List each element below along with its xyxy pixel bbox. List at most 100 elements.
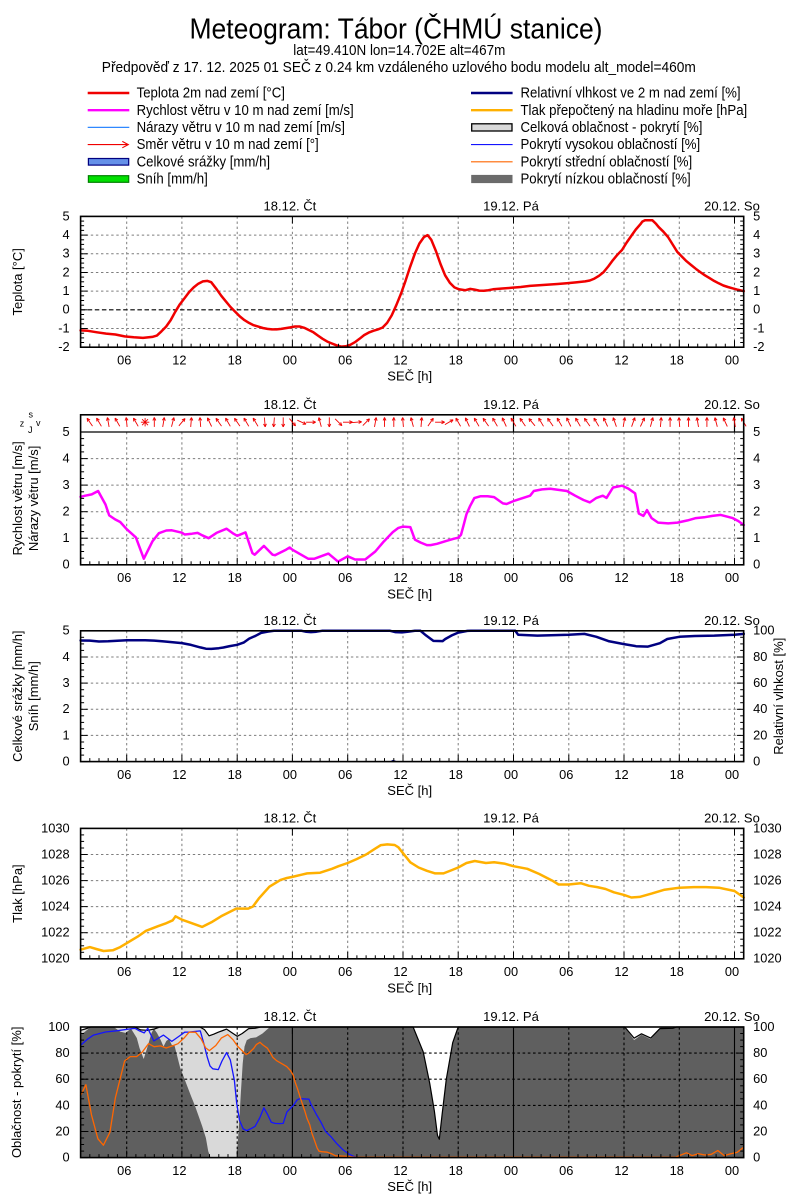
svg-text:lat=49.410N lon=14.702E alt=46: lat=49.410N lon=14.702E alt=467m	[293, 42, 505, 59]
svg-text:20.12. So: 20.12. So	[704, 397, 760, 412]
svg-text:06: 06	[117, 353, 131, 368]
svg-text:80: 80	[753, 1045, 767, 1060]
svg-text:06: 06	[338, 353, 352, 368]
svg-text:0: 0	[62, 754, 69, 769]
svg-text:18: 18	[670, 1163, 684, 1178]
svg-text:Celkové srážky [mm/h]: Celkové srážky [mm/h]	[10, 630, 25, 761]
svg-text:00: 00	[283, 964, 297, 979]
svg-text:20.12. So: 20.12. So	[704, 810, 760, 825]
svg-text:5: 5	[753, 208, 760, 223]
svg-text:100: 100	[48, 1019, 69, 1034]
svg-text:60: 60	[753, 675, 767, 690]
svg-text:00: 00	[504, 1163, 518, 1178]
svg-text:19.12. Pá: 19.12. Pá	[483, 613, 539, 628]
svg-text:00: 00	[283, 1163, 297, 1178]
svg-text:12: 12	[172, 767, 186, 782]
svg-text:06: 06	[117, 570, 131, 585]
svg-text:3: 3	[62, 477, 69, 492]
svg-text:1: 1	[753, 283, 760, 298]
svg-text:12: 12	[393, 964, 407, 979]
svg-text:Tlak přepočtený na hladinu moř: Tlak přepočtený na hladinu moře [hPa]	[521, 103, 748, 119]
svg-text:18: 18	[670, 964, 684, 979]
svg-text:18: 18	[228, 767, 242, 782]
svg-text:4: 4	[753, 451, 760, 466]
svg-text:0: 0	[753, 302, 760, 317]
svg-text:Rychlost větru v 10 m nad zemí: Rychlost větru v 10 m nad zemí [m/s]	[137, 103, 354, 119]
svg-text:00: 00	[725, 570, 739, 585]
svg-text:20: 20	[753, 727, 767, 742]
svg-text:18.12. Čt: 18.12. Čt	[264, 198, 317, 213]
svg-text:00: 00	[725, 353, 739, 368]
svg-text:20.12. So: 20.12. So	[704, 1009, 760, 1024]
svg-text:18: 18	[228, 570, 242, 585]
svg-text:SEČ [h]: SEČ [h]	[387, 980, 432, 995]
svg-text:3: 3	[753, 477, 760, 492]
svg-text:18: 18	[670, 767, 684, 782]
svg-text:00: 00	[504, 964, 518, 979]
svg-text:18: 18	[449, 1163, 463, 1178]
svg-text:1026: 1026	[41, 873, 69, 888]
svg-text:00: 00	[725, 1163, 739, 1178]
svg-text:06: 06	[559, 353, 573, 368]
svg-text:Teplota 2m nad zemí [°C]: Teplota 2m nad zemí [°C]	[137, 86, 285, 102]
svg-text:1028: 1028	[753, 846, 781, 861]
svg-text:1024: 1024	[753, 899, 781, 914]
svg-text:06: 06	[559, 767, 573, 782]
svg-text:Tlak [hPa]: Tlak [hPa]	[10, 864, 25, 923]
svg-text:-1: -1	[58, 320, 69, 335]
svg-text:2: 2	[753, 504, 760, 519]
svg-text:00: 00	[504, 353, 518, 368]
svg-text:5: 5	[62, 208, 69, 223]
svg-text:18.12. Čt: 18.12. Čt	[264, 1009, 317, 1024]
svg-text:12: 12	[614, 1163, 628, 1178]
svg-text:2: 2	[62, 264, 69, 279]
svg-text:0: 0	[62, 302, 69, 317]
svg-text:1020: 1020	[753, 951, 781, 966]
svg-text:06: 06	[117, 1163, 131, 1178]
svg-text:3: 3	[62, 675, 69, 690]
svg-text:SEČ [h]: SEČ [h]	[387, 783, 432, 798]
svg-text:Sníh [mm/h]: Sníh [mm/h]	[26, 661, 41, 731]
svg-text:1022: 1022	[753, 925, 781, 940]
svg-text:20: 20	[753, 1123, 767, 1138]
svg-text:12: 12	[393, 1163, 407, 1178]
svg-text:3: 3	[753, 246, 760, 261]
svg-text:20: 20	[55, 1123, 69, 1138]
svg-text:1030: 1030	[753, 820, 781, 835]
svg-text:06: 06	[338, 964, 352, 979]
svg-text:60: 60	[753, 1071, 767, 1086]
svg-text:Meteogram: Tábor (ČHMÚ stanice: Meteogram: Tábor (ČHMÚ stanice)	[190, 11, 603, 45]
svg-text:12: 12	[614, 964, 628, 979]
svg-text:12: 12	[172, 1163, 186, 1178]
svg-text:4: 4	[62, 649, 69, 664]
svg-text:12: 12	[614, 767, 628, 782]
svg-text:06: 06	[338, 1163, 352, 1178]
svg-text:3: 3	[62, 246, 69, 261]
svg-text:1: 1	[62, 727, 69, 742]
svg-text:1: 1	[62, 530, 69, 545]
svg-text:Předpověď z 17. 12. 2025 01 SE: Předpověď z 17. 12. 2025 01 SEČ z 0.24 k…	[102, 59, 696, 76]
svg-text:100: 100	[753, 623, 774, 638]
svg-text:Celková oblačnost - pokrytí [%: Celková oblačnost - pokrytí [%]	[521, 120, 703, 136]
svg-text:00: 00	[283, 353, 297, 368]
svg-text:Pokrytí vysokou oblačností [%]: Pokrytí vysokou oblačností [%]	[521, 137, 701, 153]
svg-text:100: 100	[753, 1019, 774, 1034]
svg-text:19.12. Pá: 19.12. Pá	[483, 198, 539, 213]
svg-text:4: 4	[62, 451, 69, 466]
svg-text:06: 06	[559, 1163, 573, 1178]
svg-text:06: 06	[117, 964, 131, 979]
svg-text:Pokrytí střední oblačností [%]: Pokrytí střední oblačností [%]	[521, 154, 693, 170]
svg-text:18: 18	[449, 964, 463, 979]
svg-text:12: 12	[393, 767, 407, 782]
svg-text:12: 12	[614, 353, 628, 368]
svg-text:1030: 1030	[41, 820, 69, 835]
svg-text:12: 12	[172, 964, 186, 979]
svg-text:06: 06	[117, 767, 131, 782]
svg-text:20.12. So: 20.12. So	[704, 613, 760, 628]
svg-text:Relativní vlhkost [%]: Relativní vlhkost [%]	[771, 638, 786, 755]
svg-text:12: 12	[614, 570, 628, 585]
svg-text:0: 0	[753, 754, 760, 769]
svg-text:5: 5	[62, 623, 69, 638]
svg-text:00: 00	[283, 767, 297, 782]
svg-text:2: 2	[62, 701, 69, 716]
